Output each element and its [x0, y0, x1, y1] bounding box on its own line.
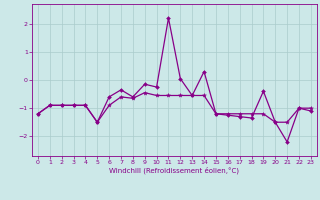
X-axis label: Windchill (Refroidissement éolien,°C): Windchill (Refroidissement éolien,°C)	[109, 167, 239, 174]
